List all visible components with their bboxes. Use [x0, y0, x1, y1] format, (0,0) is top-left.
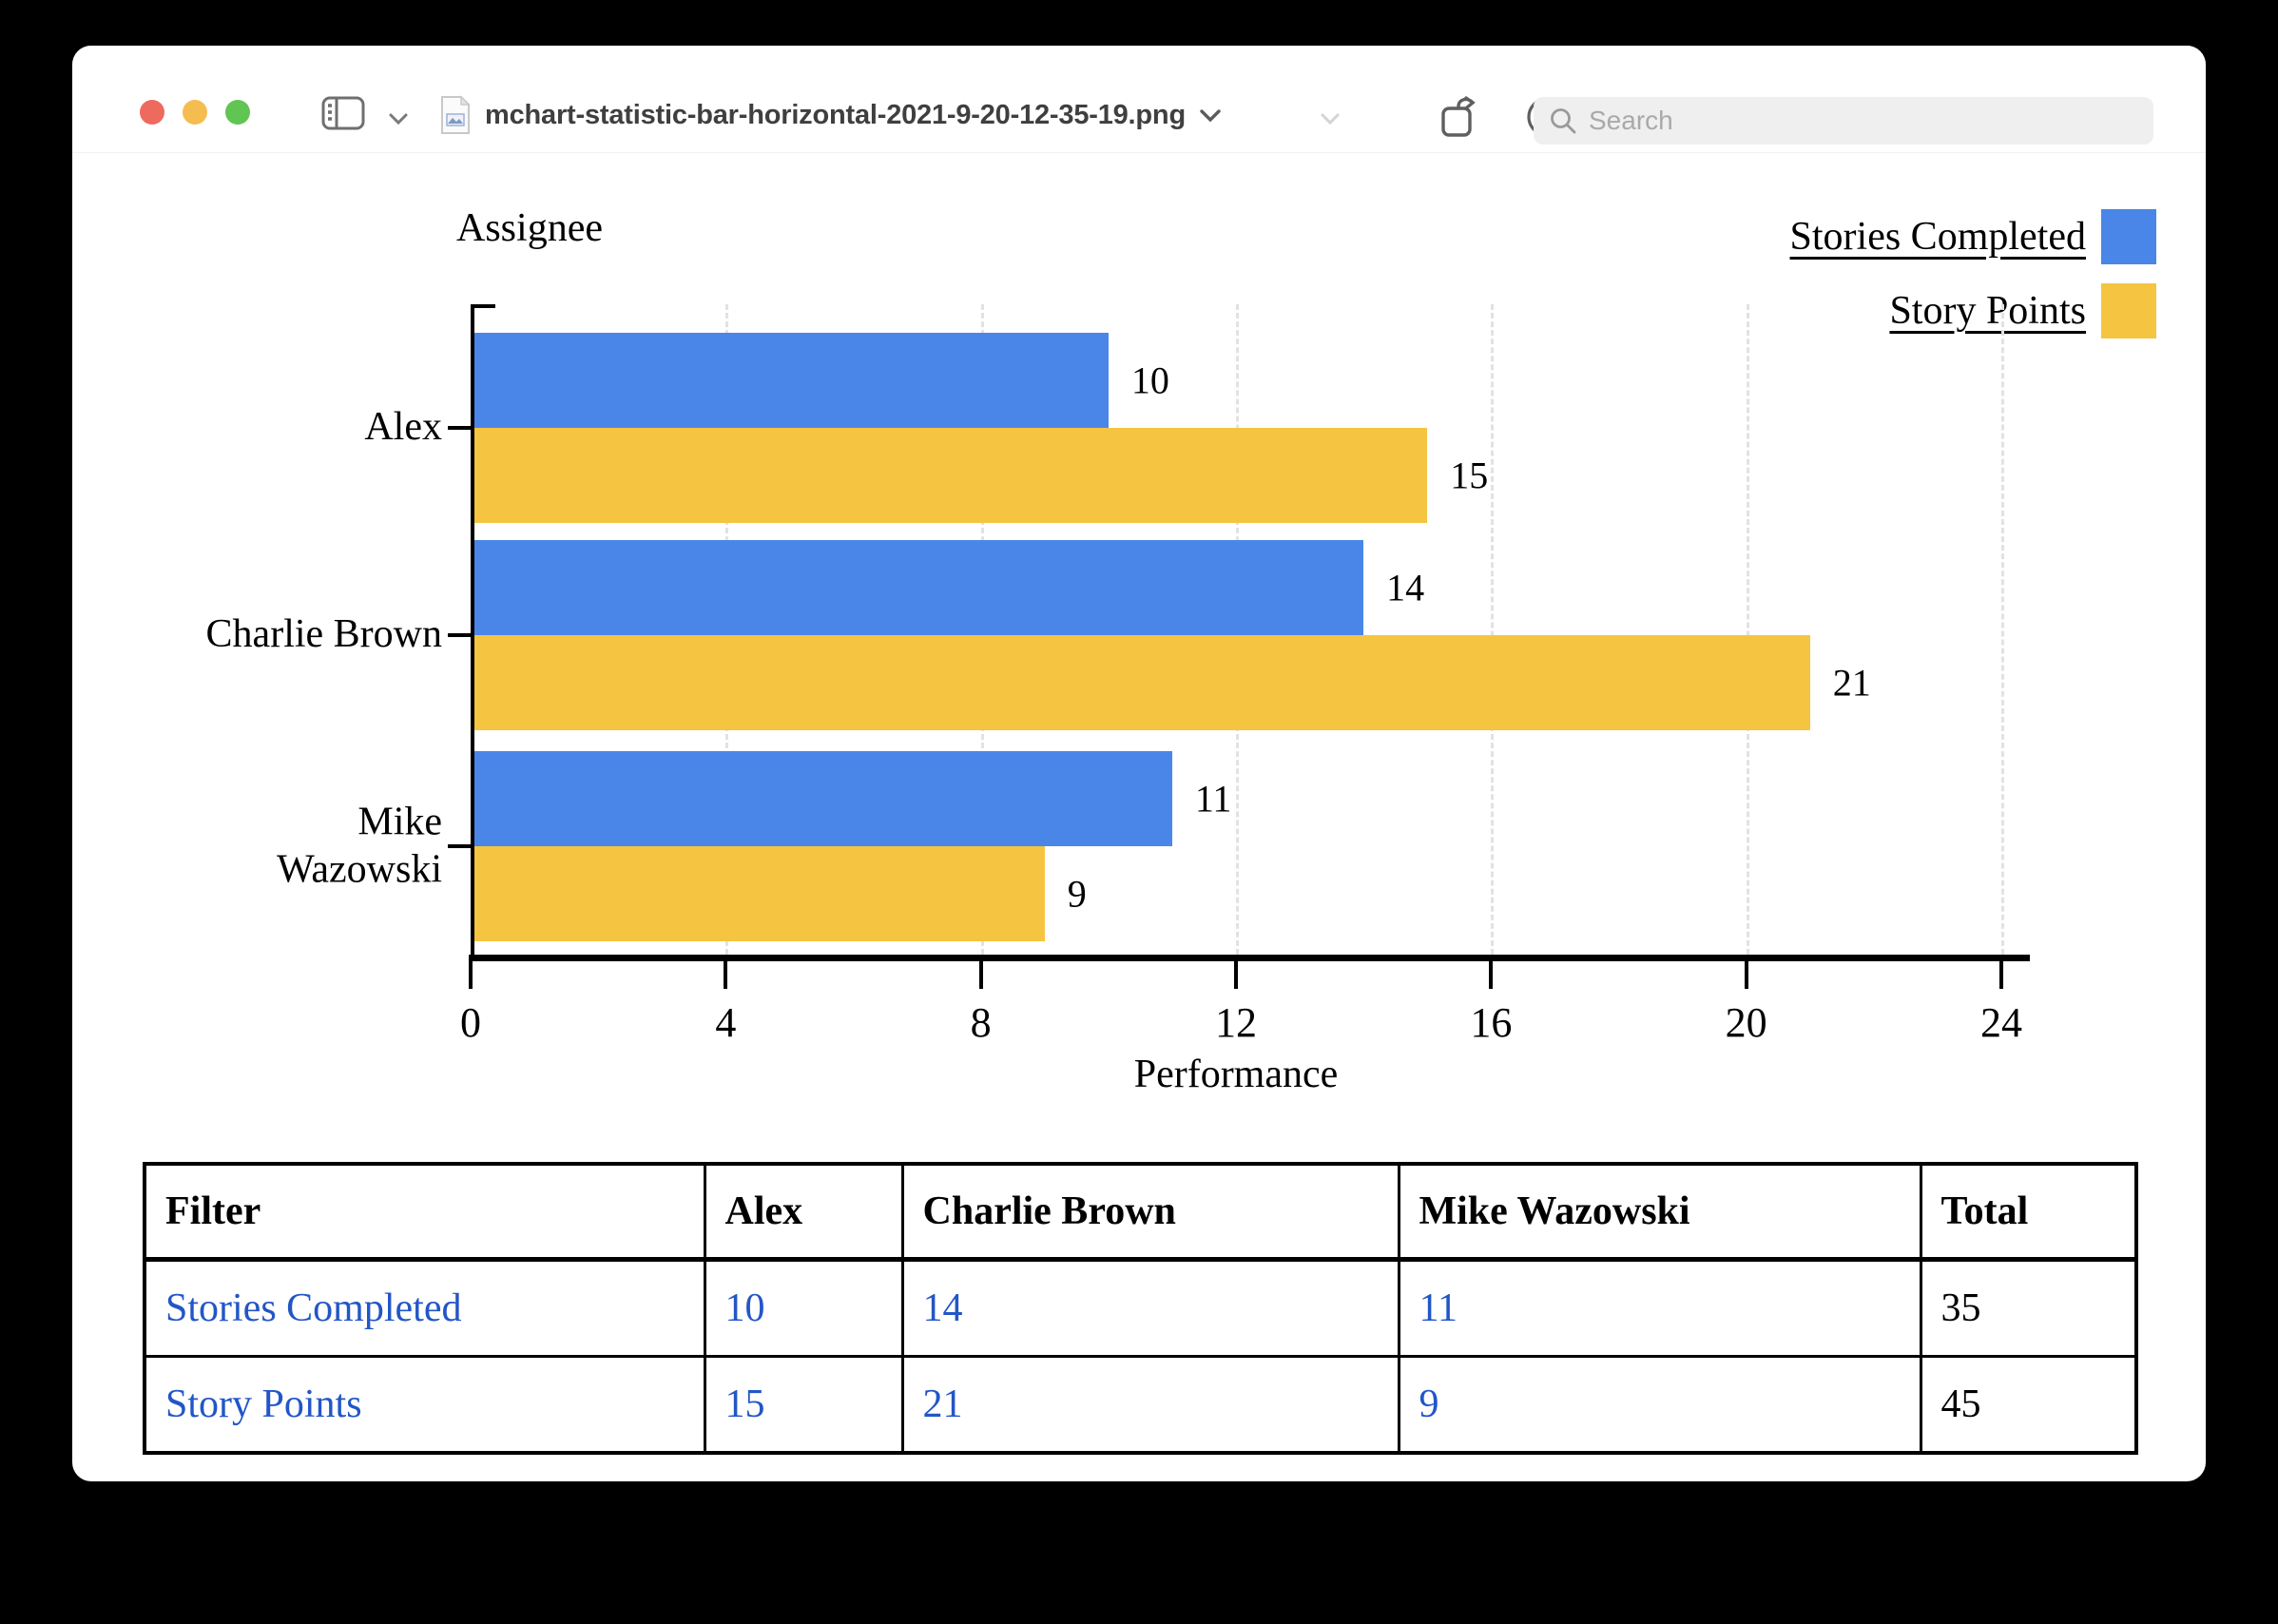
x-tick-label: 16	[1470, 999, 1513, 1046]
legend-item[interactable]: Stories Completed	[1790, 209, 2156, 264]
search-icon	[1549, 106, 1577, 135]
chart-x-axis-title: Performance	[1133, 1053, 1339, 1096]
x-axis-tick	[1744, 955, 1748, 989]
x-axis-tick	[1234, 955, 1238, 989]
bar-value-label: 10	[1130, 358, 1169, 402]
bar-value-label: 15	[1450, 454, 1489, 497]
y-axis-tick	[448, 844, 471, 848]
y-axis-tick	[448, 426, 471, 430]
category-label: Alex	[364, 405, 442, 450]
bar-value-label: 21	[1832, 661, 1871, 705]
x-tick-label: 0	[460, 999, 481, 1046]
table-value-link[interactable]: 9	[1397, 1355, 1922, 1455]
table-header-cell: Mike Wazowski	[1397, 1162, 1922, 1262]
x-axis-tick	[724, 955, 728, 989]
bar-stories-completed-mike-wazowski	[471, 751, 1172, 846]
bar-story-points-alex	[471, 428, 1428, 523]
x-tick-label: 24	[1980, 999, 2022, 1046]
table-filter-link[interactable]: Stories Completed	[143, 1258, 706, 1358]
chart-y-axis-title: Assignee	[456, 206, 603, 250]
x-axis-tick	[1489, 955, 1494, 989]
y-axis-top-cap	[471, 304, 495, 308]
file-icon	[439, 95, 472, 135]
x-tick-label: 4	[715, 999, 737, 1046]
x-axis-tick	[1999, 955, 2003, 989]
table-header-cell: Total	[1919, 1162, 2138, 1262]
table-row: Story Points 15 21 9 45	[143, 1355, 2138, 1455]
bar-story-points-charlie-brown	[471, 635, 1810, 730]
gridline	[1746, 304, 1749, 955]
table-total-cell: 45	[1919, 1355, 2138, 1455]
table-value-link[interactable]: 21	[900, 1355, 1400, 1455]
preview-window: mchart-statistic-bar-horizontal-2021-9-2…	[72, 46, 2206, 1481]
table-header-row: Filter Alex Charlie Brown Mike Wazowski Tota…	[143, 1162, 2138, 1262]
table-header-cell: Filter	[143, 1162, 706, 1262]
y-axis-line	[471, 304, 474, 955]
category-label: Charlie Brown	[205, 612, 442, 657]
table-value-link[interactable]: 10	[703, 1258, 904, 1358]
table-header-cell: Alex	[703, 1162, 904, 1262]
category-label: Mike Wazowski	[277, 800, 442, 891]
table-value-link[interactable]: 15	[703, 1355, 904, 1455]
disabled-chevron-down-icon	[1320, 112, 1341, 126]
x-axis-tick	[978, 955, 983, 989]
bar-stories-completed-alex	[471, 333, 1109, 428]
table-total-cell: 35	[1919, 1258, 2138, 1358]
x-axis-tick	[469, 955, 473, 989]
x-tick-label: 12	[1215, 999, 1257, 1046]
sidebar-toggle-button[interactable]	[321, 96, 365, 130]
legend-swatch	[2101, 283, 2156, 338]
y-axis-tick	[448, 633, 471, 637]
search-placeholder: Search	[1589, 106, 1673, 135]
bar-value-label: 11	[1194, 777, 1232, 821]
search-field[interactable]: Search	[1534, 97, 2153, 145]
chevron-down-icon[interactable]	[388, 112, 409, 126]
bar-value-label: 14	[1386, 566, 1425, 609]
bar-stories-completed-charlie-brown	[471, 540, 1364, 635]
table-value-link[interactable]: 11	[1397, 1258, 1922, 1358]
sidebar-icon	[321, 96, 365, 130]
table-header-cell: Charlie Brown	[900, 1162, 1400, 1262]
legend-swatch	[2101, 209, 2156, 264]
rotate-left-button[interactable]	[1438, 95, 1483, 139]
bar-story-points-mike-wazowski	[471, 846, 1045, 941]
table-row: Stories Completed 10 14 11 35	[143, 1258, 2138, 1358]
minimize-icon[interactable]	[183, 100, 207, 125]
window-titlebar: mchart-statistic-bar-horizontal-2021-9-2…	[72, 46, 2206, 153]
data-table: Filter Alex Charlie Brown Mike Wazowski Tota…	[143, 1162, 2138, 1455]
proxy-title-group: mchart-statistic-bar-horizontal-2021-9-2…	[439, 95, 1222, 135]
legend-label[interactable]: Stories Completed	[1789, 215, 2086, 259]
fullscreen-icon[interactable]	[225, 100, 250, 125]
table-filter-link[interactable]: Story Points	[143, 1355, 706, 1455]
x-axis-line	[471, 955, 2030, 961]
close-icon[interactable]	[140, 100, 164, 125]
title-chevron-down-icon[interactable]	[1199, 108, 1222, 123]
table-value-link[interactable]: 14	[900, 1258, 1400, 1358]
x-tick-label: 8	[970, 999, 992, 1046]
legend-label[interactable]: Story Points	[1889, 289, 2086, 333]
legend-item[interactable]: Story Points	[1889, 283, 2156, 338]
gridline	[1491, 304, 1495, 955]
document-content: Assignee Stories Completed Story Points P…	[72, 46, 2206, 1481]
window-title: mchart-statistic-bar-horizontal-2021-9-2…	[485, 99, 1186, 130]
chart-legend: Stories Completed Story Points	[1790, 209, 2156, 338]
rotate-left-icon	[1438, 95, 1483, 139]
x-tick-label: 20	[1725, 999, 1767, 1046]
gridline	[2001, 304, 2004, 955]
bar-value-label: 9	[1067, 872, 1087, 916]
traffic-lights	[140, 100, 250, 125]
